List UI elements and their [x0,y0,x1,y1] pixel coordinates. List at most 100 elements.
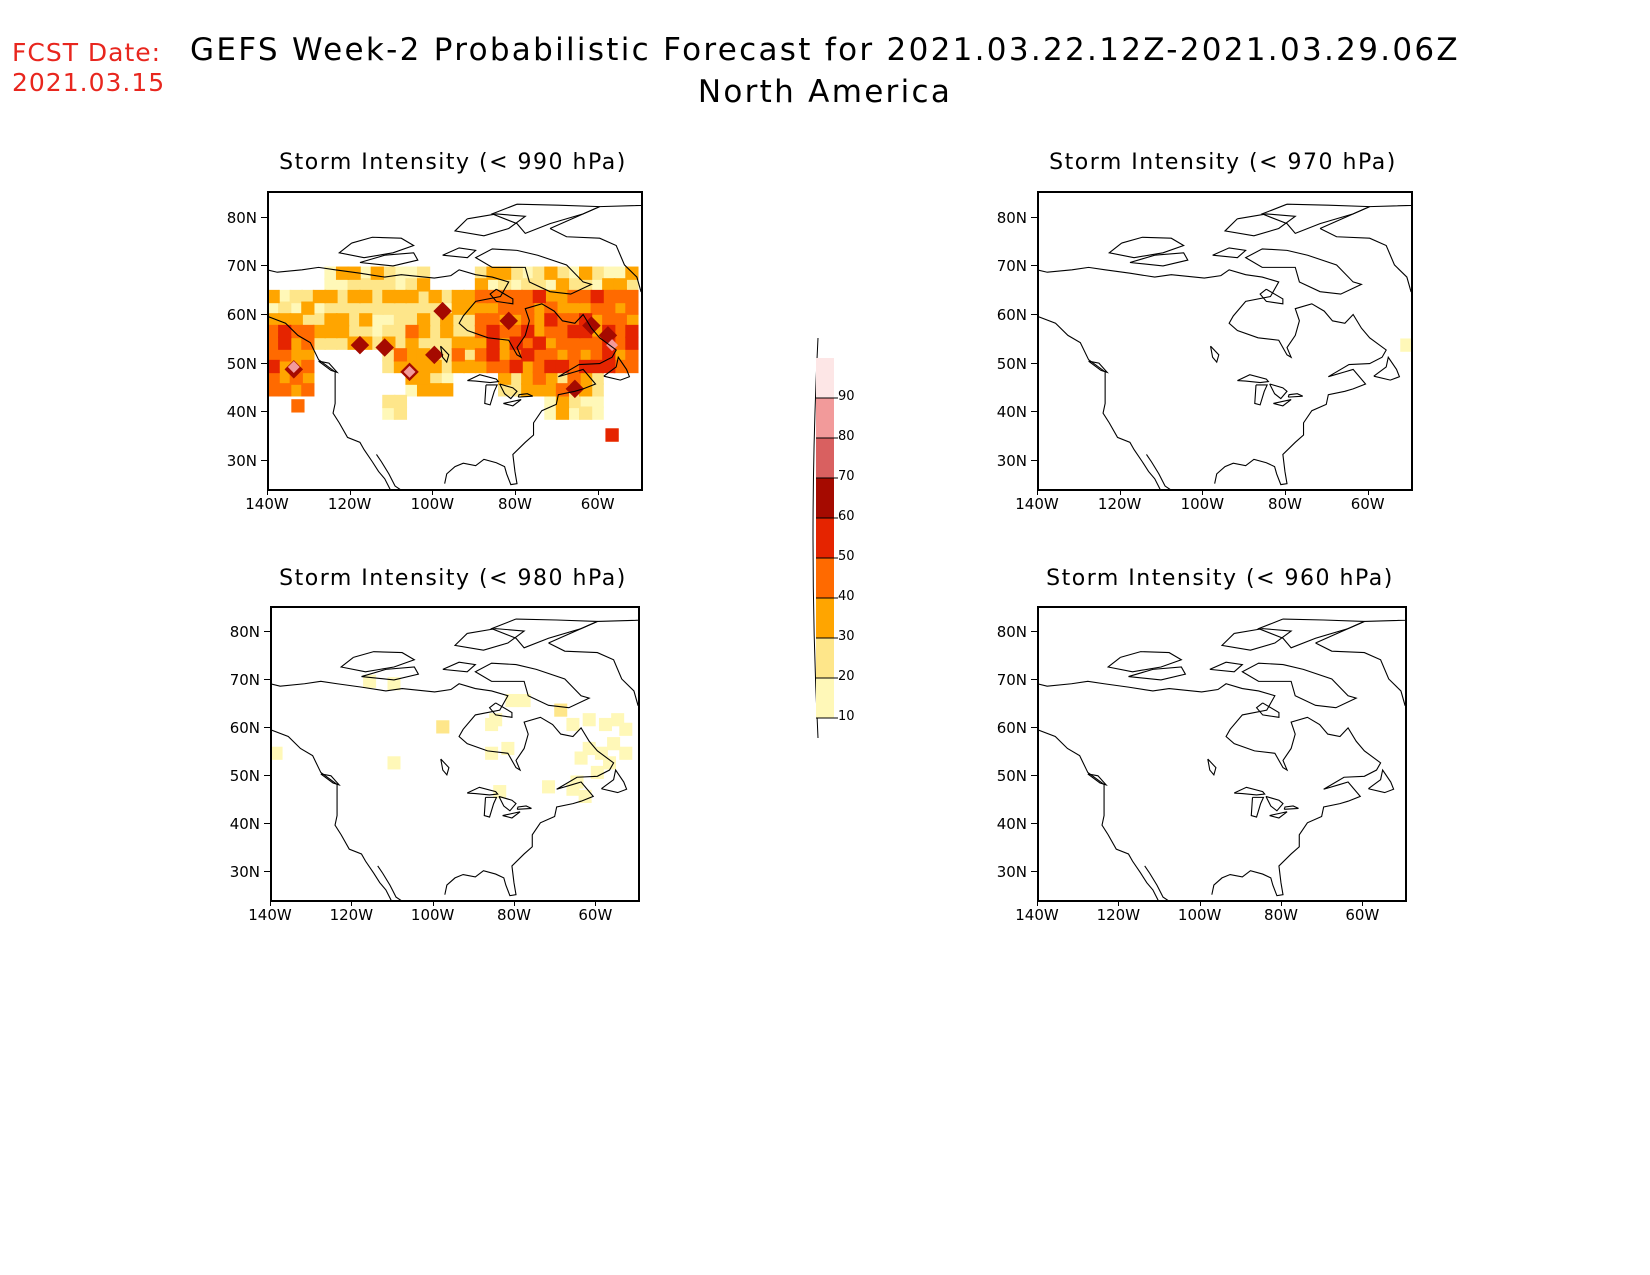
probability-cell [602,289,616,304]
probability-cell [509,336,523,350]
lat-label: 70N [996,671,1027,690]
probability-cell [590,371,604,385]
probability-cell [509,348,523,362]
lon-tick [1037,900,1038,906]
probability-cell [375,338,394,357]
probability-cell [382,313,396,327]
probability-cell [393,406,408,420]
probability-cell [312,301,327,315]
probability-cell [497,289,512,304]
probability-cell [474,348,489,362]
colorbar-swatch [816,558,834,598]
map-frame [270,606,640,902]
probability-cell [613,313,627,327]
probability-cell [335,289,350,304]
probability-cell [485,717,499,732]
probability-cell [289,313,303,327]
probability-cell [335,324,350,339]
probability-cell [301,371,315,385]
probability-cell [312,324,327,339]
probability-cell [359,278,373,292]
probability-cell [301,383,315,397]
probability-cell [1400,338,1411,352]
probability-cell [555,324,570,339]
lon-tick [349,489,351,495]
probability-cell [497,301,512,315]
probability-cell [532,301,546,315]
probability-cell [440,289,454,304]
probability-cell [269,289,280,304]
probability-cell [497,371,512,385]
map-canvas [269,203,641,489]
probability-cell [451,313,465,327]
coastline [1207,758,1217,776]
coastline [442,661,477,673]
panel-title: Storm Intensity (< 990 hPa) [279,150,627,175]
lon-label: 80W [497,906,531,924]
probability-cell [555,289,570,304]
probability-cell [335,266,350,280]
colorbar-swatch [816,438,834,478]
coastline [359,252,419,267]
lon-tick [1367,489,1369,495]
probability-cell [278,371,292,385]
probability-cell [370,313,384,327]
probability-cell [405,348,419,362]
probability-cell [335,336,350,350]
lat-tick [1031,775,1037,777]
probability-cell [382,324,396,339]
lat-label: 80N [996,623,1027,642]
probability-cell [301,324,315,339]
colorbar-label: 10 [838,709,855,724]
probability-cell [393,266,408,280]
probability-cell [289,336,303,350]
probability-cell [579,336,593,350]
coastline [1273,399,1292,407]
probability-cell [428,336,442,350]
probability-cell [347,301,361,315]
probability-cell [509,301,523,315]
colorbar-label: 40 [838,589,855,604]
probability-cell [613,348,627,362]
probability-cell [451,348,465,362]
probability-cell [301,313,315,327]
probability-cell [517,693,531,708]
probability-cell [335,278,350,292]
probability-cell [370,278,384,292]
panel-title: Storm Intensity (< 980 hPa) [279,566,627,591]
probability-cell [370,301,384,315]
coastline [484,384,499,406]
probability-cell [619,722,633,736]
lon-label: 140W [1015,495,1059,513]
coastline [517,393,533,398]
coastline [474,248,593,295]
probability-cell [393,348,408,362]
probability-cell [590,765,604,780]
probability-cell [567,406,581,420]
probability-cell [625,348,639,362]
probability-cell [521,266,535,280]
coastline [1265,795,1284,812]
probability-cell [269,336,280,350]
probability-cell [291,399,305,413]
map-frame [1037,191,1413,491]
coastline [1209,661,1244,673]
probability-cell [451,289,465,304]
probability-cell [387,677,401,691]
probability-cell [619,746,633,760]
coastline [474,662,591,709]
probability-cell [578,789,592,803]
probability-cell [590,266,604,280]
probability-cell [463,336,477,350]
probability-cell [347,324,361,339]
coastline [453,628,526,651]
probability-cell [521,383,535,397]
probability-cell [590,359,604,374]
probability-cell [607,737,621,751]
lat-tick [1031,631,1037,633]
probability-cell [269,313,280,327]
probability-cell [347,266,361,280]
coastline [320,773,341,787]
probability-cell [544,359,558,374]
coastline [1087,773,1108,787]
